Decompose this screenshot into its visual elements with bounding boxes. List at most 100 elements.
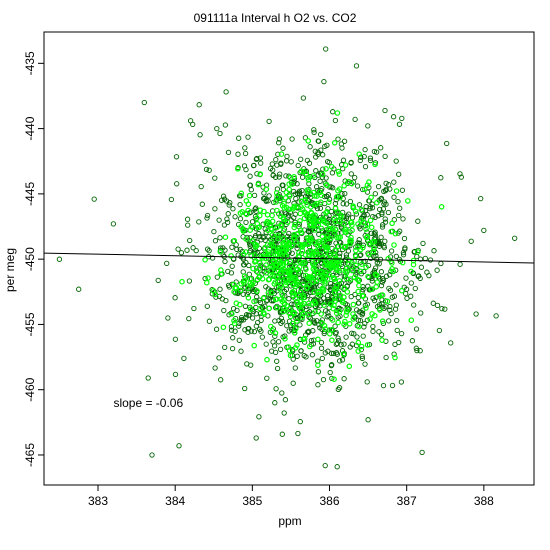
y-tick-label: -445 xyxy=(23,182,37,206)
data-point-highlight xyxy=(358,217,364,224)
data-point-highlight xyxy=(228,253,234,259)
data-point xyxy=(295,162,301,169)
data-point xyxy=(294,353,300,359)
data-point-highlight xyxy=(319,233,326,240)
data-point-highlight xyxy=(319,171,326,178)
data-point xyxy=(385,209,392,216)
data-point xyxy=(304,157,311,164)
data-point xyxy=(253,205,259,211)
data-point xyxy=(301,352,307,359)
data-point-highlight xyxy=(325,199,332,205)
data-point-highlight xyxy=(367,316,373,322)
data-point-highlight xyxy=(233,284,240,291)
data-point xyxy=(340,157,347,163)
data-point-highlight xyxy=(266,305,272,312)
data-point-highlight xyxy=(290,289,297,296)
data-point xyxy=(325,293,331,299)
data-point xyxy=(414,253,420,260)
data-point-highlight xyxy=(343,308,350,315)
data-point-highlight xyxy=(324,235,331,242)
data-point xyxy=(226,202,232,208)
data-point-highlight xyxy=(243,236,249,242)
data-point xyxy=(389,382,396,389)
data-point xyxy=(382,107,388,114)
data-point xyxy=(298,348,304,354)
data-point xyxy=(289,301,295,307)
data-point xyxy=(404,295,410,301)
data-point-highlight xyxy=(364,233,371,240)
data-point-highlight xyxy=(251,298,257,305)
data-point xyxy=(442,306,448,312)
data-point xyxy=(348,293,354,300)
data-point xyxy=(174,181,180,187)
data-point xyxy=(230,335,236,341)
data-point-outlier xyxy=(110,221,117,227)
data-point xyxy=(249,219,256,225)
data-point-highlight xyxy=(343,265,350,272)
data-point-highlight xyxy=(238,223,244,230)
data-point xyxy=(320,152,326,158)
data-point xyxy=(260,195,267,202)
data-point xyxy=(184,247,190,253)
data-point-highlight xyxy=(368,286,374,293)
data-point-highlight xyxy=(365,251,372,258)
data-point-highlight xyxy=(323,166,329,172)
data-point-highlight xyxy=(289,266,296,272)
data-point-highlight xyxy=(392,354,398,361)
data-point xyxy=(349,215,356,221)
data-point xyxy=(368,230,375,236)
data-point xyxy=(247,182,254,188)
data-point xyxy=(380,277,387,283)
data-point xyxy=(217,130,223,137)
data-point xyxy=(296,199,302,205)
data-point xyxy=(342,190,348,197)
data-point xyxy=(387,186,393,192)
data-point-highlight xyxy=(352,208,359,215)
data-point xyxy=(217,245,224,251)
data-point xyxy=(262,226,268,232)
data-point xyxy=(420,240,426,247)
data-point xyxy=(286,230,292,237)
data-point-highlight xyxy=(240,228,247,234)
data-point-highlight xyxy=(363,305,369,311)
data-point xyxy=(252,234,258,241)
data-point-highlight xyxy=(202,256,208,263)
data-point xyxy=(376,329,382,335)
data-point-highlight xyxy=(358,261,365,268)
data-point xyxy=(224,219,231,226)
data-point-highlight xyxy=(316,238,322,245)
data-point xyxy=(391,179,397,185)
data-point xyxy=(273,156,279,163)
data-point xyxy=(438,175,444,181)
data-point xyxy=(356,300,362,306)
data-point xyxy=(391,351,397,357)
data-point-highlight xyxy=(286,206,293,213)
data-point-outlier xyxy=(473,311,479,317)
data-point-highlight xyxy=(217,248,224,255)
data-point-highlight xyxy=(247,227,254,233)
data-point xyxy=(172,295,178,301)
data-point-highlight xyxy=(370,248,377,255)
data-point xyxy=(305,329,311,335)
data-point xyxy=(444,140,450,147)
data-point xyxy=(204,212,211,219)
data-point-highlight xyxy=(337,194,343,201)
data-point xyxy=(382,216,388,222)
data-point xyxy=(326,216,332,222)
data-point xyxy=(409,338,416,344)
data-point xyxy=(457,171,463,177)
data-point xyxy=(275,151,281,157)
data-point xyxy=(270,235,276,241)
data-point xyxy=(430,300,436,306)
data-point xyxy=(439,305,445,312)
data-point-highlight xyxy=(305,138,312,144)
data-point-highlight xyxy=(337,234,344,241)
data-point xyxy=(398,379,405,385)
data-point xyxy=(198,183,204,190)
data-point xyxy=(320,376,327,383)
data-point xyxy=(218,197,225,203)
data-point-highlight xyxy=(218,271,224,278)
data-point xyxy=(245,326,251,332)
data-point xyxy=(412,285,418,292)
data-point xyxy=(216,217,222,223)
